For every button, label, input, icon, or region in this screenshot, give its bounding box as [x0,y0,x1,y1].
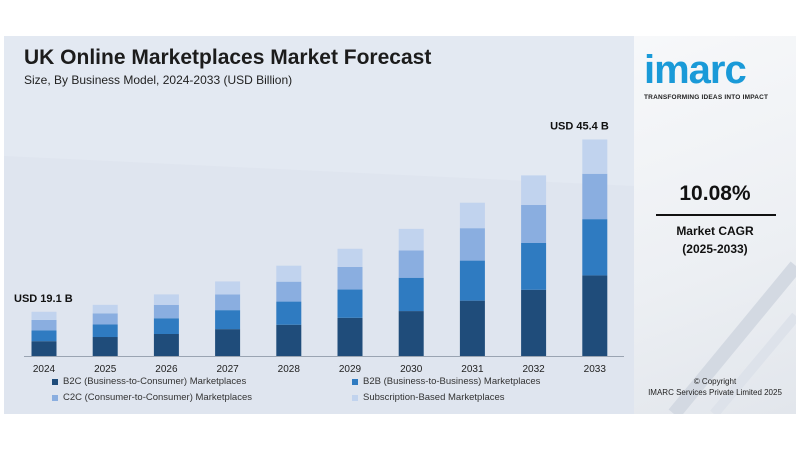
bar-segment-2027-series-4 [215,281,241,295]
cagr-label: Market CAGR [676,224,754,238]
x-tick-label-2025: 2025 [94,364,117,375]
bar-segment-2029-series-3 [337,266,363,290]
brand-panel: imarc TRANSFORMING IDEAS INTO IMPACT 10.… [634,36,796,414]
background-decoration-right [668,261,796,414]
bar-segment-2030-series-2 [398,277,424,312]
legend-swatch [352,394,358,401]
bar-segment-2033-series-1 [582,275,608,356]
imarc-logo: imarc [644,48,747,92]
legend-label: B2C (Business-to-Consumer) Marketplaces [63,376,247,387]
bar-segment-2024-series-1 [31,341,57,356]
chart-subtitle: Size, By Business Model, 2024-2033 (USD … [24,73,293,87]
bar-segment-2030-series-1 [398,311,424,356]
logo-tagline: TRANSFORMING IDEAS INTO IMPACT [644,94,769,101]
legend-swatch [52,394,58,401]
bar-segment-2029-series-2 [337,289,363,318]
bar-segment-2031-series-3 [459,228,485,261]
bar-segment-2025-series-1 [92,337,118,356]
bar-segment-2028-series-3 [276,281,302,302]
infographic-card: UK Online Marketplaces Market Forecast S… [4,36,796,414]
legend-swatch [352,378,358,385]
bar-segment-2027-series-2 [215,310,241,330]
cagr-period: (2025-2033) [682,242,748,256]
x-tick-label-2033: 2033 [584,364,607,375]
bar-segment-2026-series-4 [153,294,179,305]
cagr-divider [656,214,776,216]
copyright-line-2: IMARC Services Private Limited 2025 [648,388,782,397]
bar-segment-2027-series-1 [215,329,241,356]
bar-segment-2033-series-3 [582,173,608,220]
bar-segment-2032-series-1 [521,289,547,356]
legend-item-4: Subscription-Based Marketplaces [352,392,505,403]
x-tick-label-2027: 2027 [216,364,239,375]
legend-label: Subscription-Based Marketplaces [363,392,505,403]
x-tick-label-2032: 2032 [522,364,545,375]
bar-segment-2033-series-2 [582,219,608,276]
x-tick-label-2030: 2030 [400,364,423,375]
background-decoration [4,36,634,186]
bar-segment-2032-series-2 [521,242,547,290]
copyright-notice: © Copyright IMARC Services Private Limit… [634,376,796,398]
bar-segment-2025-series-4 [92,304,118,314]
bar-segment-2032-series-4 [521,175,547,206]
bar-segment-2026-series-2 [153,318,179,334]
bar-segment-2024-series-4 [31,311,57,320]
bar-segment-2024-series-2 [31,330,57,342]
bar-segment-2029-series-1 [337,317,363,356]
x-tick-label-2026: 2026 [155,364,178,375]
bar-segment-2031-series-2 [459,260,485,301]
x-tick-label-2024: 2024 [33,364,56,375]
legend-item-3: C2C (Consumer-to-Consumer) Marketplaces [52,392,252,403]
bar-segment-2029-series-4 [337,248,363,267]
chart-panel: UK Online Marketplaces Market Forecast S… [4,36,634,414]
bar-segment-2025-series-2 [92,324,118,338]
x-tick-label-2031: 2031 [461,364,484,375]
bar-segment-2033-series-4 [582,139,608,174]
chart-title: UK Online Marketplaces Market Forecast [24,46,432,69]
cagr-value: 10.08% [679,182,751,205]
legend-swatch [52,378,58,385]
logo-text: imarc [644,48,747,92]
bar-segment-2027-series-3 [215,294,241,311]
stacked-bar-chart: 2024 2025 2026 2027 2028 2029 2030 2031 2032 2033… [14,120,624,375]
copyright-line-1: © Copyright [693,377,737,386]
bar-segment-2024-series-3 [31,319,57,331]
bar-segment-2025-series-3 [92,313,118,325]
legend-label: C2C (Consumer-to-Consumer) Marketplaces [63,392,252,403]
legend-label: B2B (Business-to-Business) Marketplaces [363,376,541,387]
legend-item-2: B2B (Business-to-Business) Marketplaces [352,376,540,387]
bar-segment-2028-series-4 [276,265,302,282]
value-label-2024: USD 19.1 B [14,293,73,305]
bar-segment-2031-series-1 [459,300,485,356]
value-label-2033: USD 45.4 B [550,120,609,132]
bar-segment-2030-series-4 [398,228,424,251]
bar-segment-2028-series-2 [276,301,302,325]
bar-segment-2026-series-1 [153,334,179,356]
legend-item-1: B2C (Business-to-Consumer) Marketplaces [52,376,246,387]
bar-segment-2028-series-1 [276,324,302,356]
bar-segment-2030-series-3 [398,250,424,278]
bar-segment-2031-series-4 [459,202,485,229]
bar-segment-2026-series-3 [153,304,179,319]
x-tick-label-2029: 2029 [339,364,362,375]
x-tick-label-2028: 2028 [278,364,301,375]
bar-segment-2032-series-3 [521,205,547,243]
